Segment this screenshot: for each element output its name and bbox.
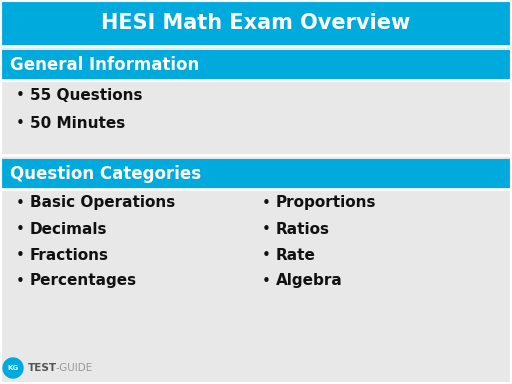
FancyBboxPatch shape xyxy=(0,189,512,384)
Text: •: • xyxy=(15,248,25,263)
Text: Rate: Rate xyxy=(276,248,316,263)
Text: •: • xyxy=(262,195,270,210)
Text: Proportions: Proportions xyxy=(276,195,376,210)
FancyBboxPatch shape xyxy=(0,50,512,80)
Text: •: • xyxy=(262,248,270,263)
Circle shape xyxy=(3,358,23,378)
FancyBboxPatch shape xyxy=(0,0,512,46)
Text: Basic Operations: Basic Operations xyxy=(30,195,175,210)
Text: •: • xyxy=(15,273,25,288)
Text: •: • xyxy=(15,195,25,210)
Text: •: • xyxy=(15,222,25,237)
Text: Percentages: Percentages xyxy=(30,273,137,288)
Text: •: • xyxy=(262,273,270,288)
Text: TEST: TEST xyxy=(28,363,57,373)
FancyBboxPatch shape xyxy=(0,80,512,155)
Text: General Information: General Information xyxy=(10,56,199,74)
Text: HESI Math Exam Overview: HESI Math Exam Overview xyxy=(101,13,411,33)
Text: •: • xyxy=(15,88,25,104)
FancyBboxPatch shape xyxy=(0,159,512,189)
Text: Fractions: Fractions xyxy=(30,248,109,263)
Text: Algebra: Algebra xyxy=(276,273,343,288)
Text: Decimals: Decimals xyxy=(30,222,108,237)
Text: -GUIDE: -GUIDE xyxy=(55,363,92,373)
Text: •: • xyxy=(262,222,270,237)
Text: •: • xyxy=(15,116,25,131)
Text: Question Categories: Question Categories xyxy=(10,165,201,183)
Text: Ratios: Ratios xyxy=(276,222,330,237)
Text: 50 Minutes: 50 Minutes xyxy=(30,116,125,131)
Text: 55 Questions: 55 Questions xyxy=(30,88,142,104)
Text: KG: KG xyxy=(8,365,18,371)
